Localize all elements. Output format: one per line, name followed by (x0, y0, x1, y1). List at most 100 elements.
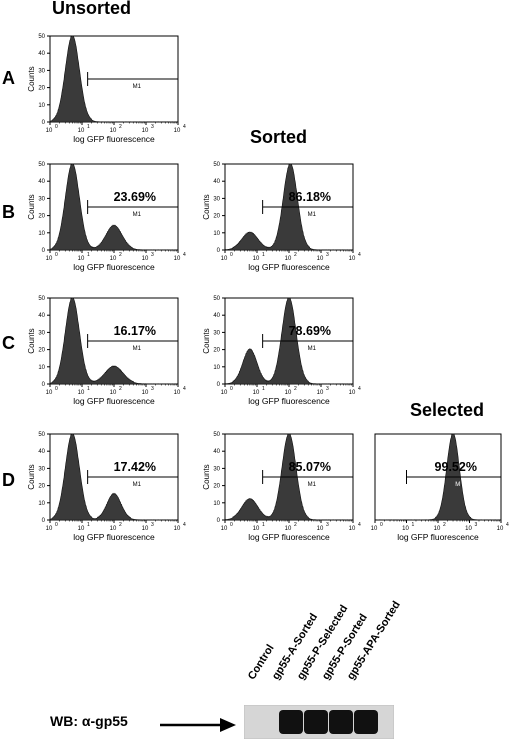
y-tick-label: 40 (38, 51, 45, 57)
x-tick-exponent: 1 (87, 252, 90, 258)
arrow-icon (160, 718, 236, 732)
y-tick-label: 0 (42, 248, 46, 254)
y-tick-label: 30 (213, 466, 220, 472)
x-tick-exponent: 2 (443, 522, 446, 528)
x-tick-exponent: 0 (55, 522, 58, 528)
blot-band (354, 710, 378, 734)
x-tick-label: 10 (142, 526, 149, 532)
row-label-c: C (2, 333, 15, 353)
percent-label: 85.07% (289, 460, 331, 474)
x-tick-label: 10 (285, 256, 292, 262)
x-tick-exponent: 2 (294, 522, 297, 528)
y-tick-label: 50 (38, 162, 45, 168)
histogram-area (49, 433, 179, 521)
y-tick-label: 50 (38, 296, 45, 302)
x-tick-label: 10 (46, 128, 53, 134)
x-tick-exponent: 4 (183, 386, 186, 392)
percent-label: 23.69% (114, 190, 156, 204)
x-tick-label: 10 (142, 390, 149, 396)
x-tick-label: 10 (174, 256, 181, 262)
y-tick-label: 10 (38, 103, 45, 109)
x-tick-label: 10 (46, 256, 53, 262)
y-tick-label: 10 (38, 501, 45, 507)
y-tick-label: 30 (38, 196, 45, 202)
x-tick-exponent: 2 (294, 252, 297, 258)
x-tick-exponent: 4 (506, 522, 509, 528)
y-tick-label: 40 (38, 179, 45, 185)
x-tick-label: 10 (46, 390, 53, 396)
x-tick-label: 10 (78, 128, 85, 134)
x-tick-label: 10 (253, 390, 260, 396)
x-tick-label: 10 (285, 390, 292, 396)
y-axis-label: Counts (202, 464, 211, 489)
x-tick-label: 10 (110, 128, 117, 134)
percent-label: 16.17% (114, 324, 156, 338)
x-tick-exponent: 1 (87, 124, 90, 130)
y-tick-label: 40 (213, 179, 220, 185)
x-tick-label: 10 (253, 526, 260, 532)
x-axis-label: log GFP fluorescence (73, 396, 155, 406)
x-tick-label: 10 (110, 390, 117, 396)
y-tick-label: 40 (38, 313, 45, 319)
x-tick-exponent: 2 (119, 124, 122, 130)
blot-band (329, 710, 353, 734)
x-tick-exponent: 0 (55, 252, 58, 258)
wb-label-prefix: WB: (50, 713, 82, 729)
x-axis-label: log GFP fluorescence (73, 532, 155, 542)
x-tick-exponent: 3 (151, 386, 154, 392)
x-tick-label: 10 (78, 256, 85, 262)
y-tick-label: 40 (213, 313, 220, 319)
x-tick-label: 10 (434, 526, 441, 532)
y-tick-label: 0 (42, 518, 46, 524)
y-axis-label: Counts (27, 194, 36, 219)
x-tick-exponent: 4 (183, 252, 186, 258)
y-tick-label: 10 (38, 231, 45, 237)
y-tick-label: 30 (213, 196, 220, 202)
gate-label: M1 (308, 482, 317, 488)
histogram-area (49, 35, 179, 123)
x-tick-exponent: 3 (326, 522, 329, 528)
x-tick-exponent: 2 (119, 386, 122, 392)
histogram-area (49, 297, 179, 385)
x-tick-label: 10 (174, 128, 181, 134)
y-tick-label: 20 (213, 348, 220, 354)
y-tick-label: 30 (38, 466, 45, 472)
y-tick-label: 20 (38, 86, 45, 92)
column-title-sorted: Sorted (250, 127, 308, 147)
x-tick-exponent: 0 (230, 252, 233, 258)
x-tick-label: 10 (465, 526, 472, 532)
x-tick-label: 10 (78, 390, 85, 396)
y-tick-label: 50 (213, 162, 220, 168)
x-tick-label: 10 (46, 526, 53, 532)
x-tick-exponent: 2 (294, 386, 297, 392)
y-tick-label: 50 (213, 432, 220, 438)
percent-label: 99.52% (435, 460, 477, 474)
x-tick-label: 10 (221, 526, 228, 532)
wb-label-suffix: -gp55 (90, 713, 128, 729)
x-axis-label: log GFP fluorescence (73, 262, 155, 272)
y-tick-label: 20 (38, 214, 45, 220)
y-tick-label: 10 (213, 501, 220, 507)
x-tick-exponent: 1 (262, 522, 265, 528)
x-tick-exponent: 3 (326, 252, 329, 258)
x-tick-exponent: 1 (412, 522, 415, 528)
x-tick-exponent: 1 (262, 252, 265, 258)
x-axis-label: log GFP fluorescence (73, 134, 155, 144)
percent-label: 86.18% (289, 190, 331, 204)
y-tick-label: 40 (213, 449, 220, 455)
x-tick-label: 10 (78, 526, 85, 532)
x-tick-label: 10 (349, 390, 356, 396)
x-tick-label: 10 (349, 256, 356, 262)
x-axis-label: log GFP fluorescence (248, 262, 330, 272)
x-tick-exponent: 2 (119, 252, 122, 258)
x-tick-exponent: 3 (151, 124, 154, 130)
wb-label-symbol: α (81, 713, 91, 729)
y-axis-label: Counts (27, 464, 36, 489)
x-tick-label: 10 (317, 526, 324, 532)
y-axis-label: Counts (27, 328, 36, 353)
gate-label: M1 (308, 346, 317, 352)
